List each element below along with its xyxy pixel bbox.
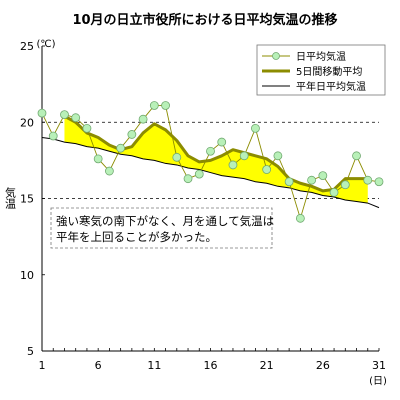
- x-tick-label: 31: [372, 359, 386, 372]
- y-tick-label: 25: [20, 40, 34, 53]
- legend-label: 平年日平均気温: [296, 80, 366, 93]
- data-point: [82, 123, 92, 133]
- data-point: [194, 169, 204, 179]
- data-point: [149, 101, 159, 110]
- y-tick-label: 10: [20, 269, 34, 282]
- data-point: [206, 146, 215, 156]
- data-point: [329, 187, 339, 197]
- x-tick-label: 26: [316, 359, 330, 372]
- x-tick-label: 11: [147, 359, 161, 372]
- data-point: [318, 171, 328, 181]
- chart-title: 10月の日立市役所における日平均気温の推移: [72, 12, 337, 28]
- data-point: [105, 166, 114, 176]
- annotation-box: 強い寒気の南下がなく、月を通して気温は 平年を上回ることが多かった。: [50, 207, 274, 249]
- y-tick-label: 15: [20, 193, 34, 206]
- data-point: [363, 175, 373, 185]
- data-point: [251, 123, 260, 133]
- data-point: [284, 177, 294, 187]
- data-point: [37, 108, 47, 118]
- y-tick-label: 20: [20, 116, 34, 129]
- legend-label: 5日間移動平均: [296, 65, 362, 78]
- y-tick-label: 5: [27, 345, 34, 358]
- data-point: [295, 213, 305, 223]
- data-point: [228, 160, 238, 170]
- x-tick-label: 21: [260, 359, 274, 372]
- data-point: [262, 165, 272, 174]
- data-point: [307, 175, 317, 185]
- x-axis-unit: (日): [369, 376, 387, 387]
- data-point: [239, 151, 249, 161]
- data-point: [352, 151, 361, 161]
- series-line-normal: [41, 137, 380, 209]
- annotation-line-1: 強い寒気の南下がなく、月を通して気温は: [56, 214, 274, 228]
- y-axis-unit: (℃): [36, 39, 55, 50]
- data-point: [48, 131, 58, 141]
- data-point: [183, 174, 193, 184]
- data-point: [172, 152, 182, 162]
- data-point: [273, 151, 283, 161]
- data-point: [340, 180, 350, 190]
- legend-label: 日平均気温: [296, 50, 346, 63]
- data-point: [161, 101, 170, 110]
- series-line-moving-average: [63, 114, 368, 193]
- x-tick-label: 16: [204, 359, 218, 372]
- data-point: [138, 114, 148, 124]
- data-point: [71, 113, 81, 123]
- data-point: [127, 130, 137, 139]
- x-tick-label: 1: [39, 359, 46, 372]
- data-point: [60, 110, 69, 120]
- data-point: [374, 177, 384, 187]
- annotation-line-2: 平年を上回ることが多かった。: [56, 230, 217, 244]
- data-point: [116, 143, 126, 153]
- data-point: [217, 137, 227, 147]
- x-tick-label: 6: [95, 359, 102, 372]
- legend-swatch-marker: [272, 52, 280, 60]
- data-point: [93, 154, 103, 164]
- y-axis-label: 気温: [4, 186, 17, 209]
